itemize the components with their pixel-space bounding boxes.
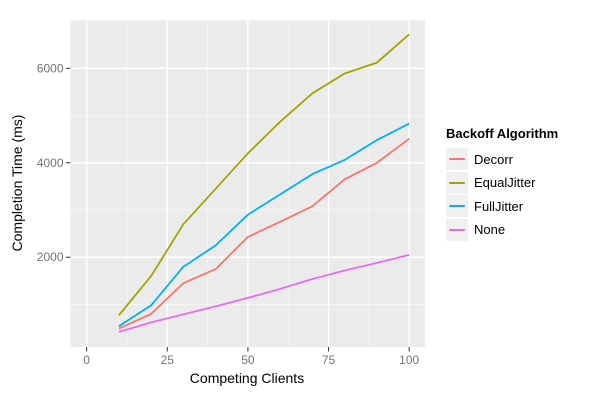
legend-item-label: None (474, 222, 506, 237)
series-line-fulljitter (118, 122, 410, 327)
legend-item-label: Decorr (474, 151, 514, 167)
series-line-equaljitter (118, 33, 410, 316)
legend-key-line-icon (449, 228, 465, 231)
legend-key-box (446, 195, 468, 217)
legend-item-fulljitter: FullJitter (446, 195, 558, 217)
x-tick-label: 100 (399, 353, 419, 367)
legend-key-line-icon (449, 205, 465, 208)
x-axis-title: Competing Clients (189, 370, 305, 386)
y-tick-label: 4000 (37, 156, 64, 170)
legend-key-box (446, 171, 468, 194)
legend: Backoff Algorithm Decorr EqualJitter Ful… (446, 126, 558, 242)
x-tick-label: 25 (161, 353, 175, 367)
legend-key-line-icon (449, 158, 465, 161)
legend-item-equaljitter: EqualJitter (446, 171, 558, 194)
series-line-none (118, 254, 410, 333)
legend-item-none: None (446, 218, 558, 241)
legend-title: Backoff Algorithm (446, 126, 559, 141)
legend-item-decorr: Decorr (446, 148, 558, 170)
y-tick-label: 6000 (37, 61, 64, 75)
x-tick-label: 0 (83, 353, 90, 367)
legend-key-box (446, 218, 468, 241)
legend-item-label: EqualJitter (474, 175, 536, 190)
legend-item-label: FullJitter (474, 198, 524, 214)
x-tick-label: 75 (322, 353, 336, 367)
legend-key-box (446, 148, 468, 170)
x-tick-label: 50 (241, 353, 255, 367)
legend-key-line-icon (449, 181, 465, 184)
series-line-decorr (118, 137, 410, 330)
y-tick-label: 2000 (37, 250, 64, 264)
y-axis-title: Completion Time (ms) (9, 114, 25, 252)
